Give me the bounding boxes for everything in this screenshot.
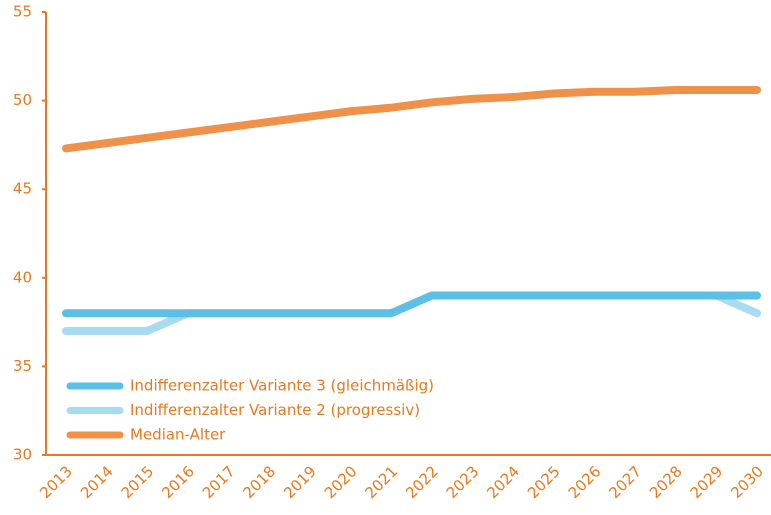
x-tick-label: 2027 xyxy=(605,462,645,502)
x-tick-label: 2018 xyxy=(240,462,280,502)
y-tick-label: 40 xyxy=(13,268,32,286)
x-tick-label: 2022 xyxy=(402,462,442,502)
x-tick-label: 2013 xyxy=(36,462,76,502)
x-tick-label: 2029 xyxy=(687,462,727,502)
legend-label: Indifferenzalter Variante 3 (gleichmäßig… xyxy=(130,377,434,395)
x-tick-label: 2028 xyxy=(646,462,686,502)
x-tick-label: 2026 xyxy=(565,462,605,502)
x-tick-label: 2015 xyxy=(118,462,158,502)
y-tick-label: 50 xyxy=(13,91,32,109)
y-tick-label: 35 xyxy=(13,357,32,375)
legend-label: Median-Alter xyxy=(130,426,226,444)
x-tick-label: 2017 xyxy=(199,462,239,502)
x-tick-label: 2025 xyxy=(524,462,564,502)
series-line xyxy=(62,291,761,318)
x-tick-label: 2024 xyxy=(483,462,523,502)
y-tick-label: 30 xyxy=(13,446,32,464)
y-tick-label: 55 xyxy=(13,3,32,21)
x-tick-label: 2030 xyxy=(727,462,767,502)
x-tick-label: 2023 xyxy=(443,462,483,502)
y-tick-label: 45 xyxy=(13,180,32,198)
series-line xyxy=(62,85,761,153)
x-tick-label: 2019 xyxy=(280,462,320,502)
x-tick-label: 2020 xyxy=(321,462,361,502)
legend-label: Indifferenzalter Variante 2 (progressiv) xyxy=(130,401,420,419)
x-tick-label: 2014 xyxy=(77,462,117,502)
x-tick-label: 2021 xyxy=(361,462,401,502)
x-tick-label: 2016 xyxy=(158,462,198,502)
